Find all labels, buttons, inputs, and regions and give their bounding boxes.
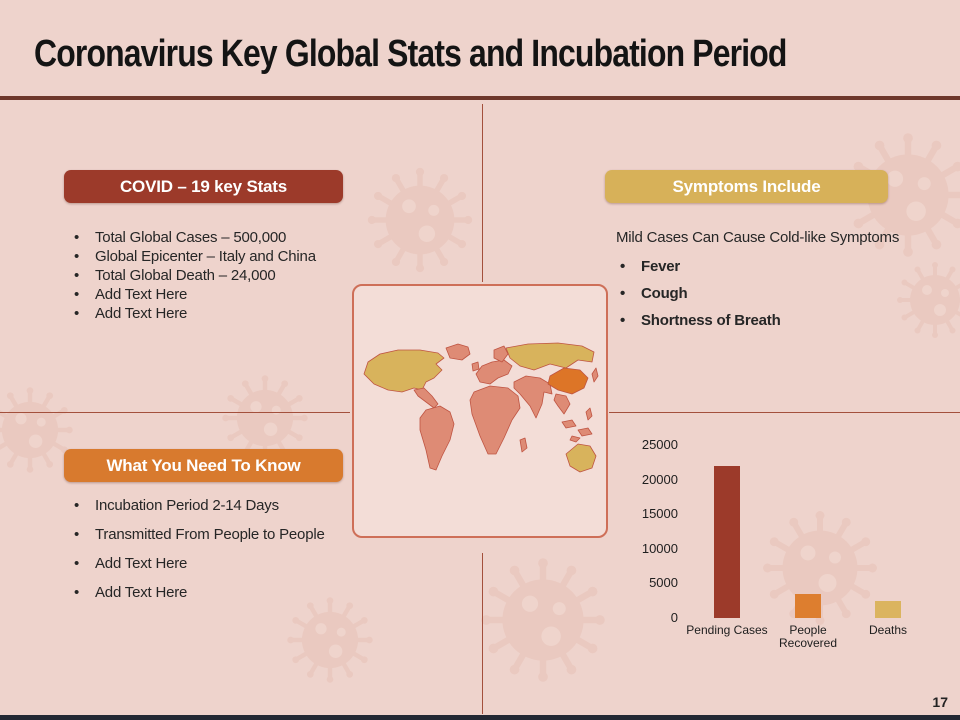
bullet-icon: • [74,286,80,303]
list-item-text: Fever [641,258,681,275]
map-region-south-america [419,405,455,471]
bullet-icon: • [74,497,80,514]
map-region-indonesia [561,419,577,429]
bar-pending-cases [714,466,740,618]
world-map-panel [352,284,608,538]
symptoms-header: Symptoms Include [605,170,888,203]
y-axis-tick: 5000 [649,575,678,591]
list-item-text: Total Global Death – 24,000 [95,267,276,284]
vertical-divider-bottom [482,553,483,714]
bullet-icon: • [74,555,80,572]
list-item: • Add Text Here [74,304,316,323]
list-item-text: Total Global Cases – 500,000 [95,229,287,246]
horizontal-divider-right [609,412,960,413]
list-item-text: Global Epicenter – Italy and China [95,248,316,265]
map-region-north-america [363,349,445,393]
slide-title: Coronavirus Key Global Stats and Incubat… [34,33,787,75]
list-item: • Global Epicenter – Italy and China [74,247,316,266]
map-region-central-america [413,387,439,409]
bar-deaths [875,601,901,618]
list-item-text: Cough [641,285,688,302]
map-region-indonesia [569,435,581,443]
list-item-text: Incubation Period 2-14 Days [95,497,279,514]
virus-watermark [895,260,960,340]
covid-stats-header: COVID – 19 key Stats [64,170,343,203]
x-axis-label: People Recovered [778,623,838,650]
map-region-southeast-asia [553,393,571,415]
world-map [363,342,599,473]
list-item: • Incubation Period 2-14 Days [74,491,325,520]
bullet-icon: • [620,258,626,275]
list-item: • Transmitted From People to People [74,520,325,549]
bar-chart: 25000 20000 15000 10000 5000 0 Pending Cases Pe… [640,437,955,658]
list-item-text: Transmitted From People to People [95,526,325,543]
map-region-russia [505,342,595,371]
y-axis-tick: 20000 [641,471,678,487]
bullet-icon: • [74,248,80,265]
vertical-divider-top [482,104,483,282]
map-region-japan [591,367,599,383]
footer-bar [0,715,960,720]
list-item-text: Add Text Here [95,305,188,322]
bullet-icon: • [74,584,80,601]
symptoms-list: • Fever • Cough • Shortness of Breath [620,253,781,334]
covid-stats-list: • Total Global Cases – 500,000 • Global Ep… [74,228,316,323]
y-axis-tick: 10000 [641,540,678,556]
horizontal-divider-left [0,412,350,413]
bullet-icon: • [74,229,80,246]
virus-watermark [285,595,375,685]
map-region-greenland [445,343,471,361]
list-item-text: Add Text Here [95,555,188,572]
virus-watermark [365,165,475,275]
symptoms-intro: Mild Cases Can Cause Cold-like Symptoms [616,229,900,246]
y-axis-tick: 0 [670,610,678,625]
list-item: • Total Global Cases – 500,000 [74,228,316,247]
bullet-icon: • [74,267,80,284]
x-axis-label: Pending Cases [686,623,768,637]
list-item: • Shortness of Breath [620,307,781,334]
map-region-europe [475,359,513,385]
map-region-philippines [585,407,593,421]
map-region-uk [471,361,480,372]
y-axis-tick: 15000 [641,506,678,522]
title-rule [0,96,960,100]
list-item-text: Add Text Here [95,584,188,601]
list-item: • Add Text Here [74,578,325,607]
bar-people-recovered [795,594,821,618]
need-to-know-header: What You Need To Know [64,449,343,482]
virus-watermark [478,555,608,685]
bullet-icon: • [74,305,80,322]
map-region-scandinavia [493,345,509,363]
bullet-icon: • [74,526,80,543]
list-item: • Total Global Death – 24,000 [74,266,316,285]
y-axis-tick: 25000 [641,437,678,452]
need-to-know-list: • Incubation Period 2-14 Days • Transmitte… [74,491,325,607]
map-region-madagascar [519,437,528,453]
map-region-australia [565,443,597,473]
bullet-icon: • [620,312,626,329]
map-region-africa [469,385,521,455]
list-item-text: Shortness of Breath [641,312,781,329]
map-region-middle-east-india [513,375,553,419]
page-number: 17 [932,694,948,710]
bullet-icon: • [620,285,626,302]
x-axis-label: Deaths [868,623,908,637]
list-item: • Add Text Here [74,285,316,304]
list-item: • Fever [620,253,781,280]
map-region-indonesia [577,427,593,437]
map-region-china [547,367,589,395]
list-item-text: Add Text Here [95,286,188,303]
list-item: • Cough [620,280,781,307]
list-item: • Add Text Here [74,549,325,578]
